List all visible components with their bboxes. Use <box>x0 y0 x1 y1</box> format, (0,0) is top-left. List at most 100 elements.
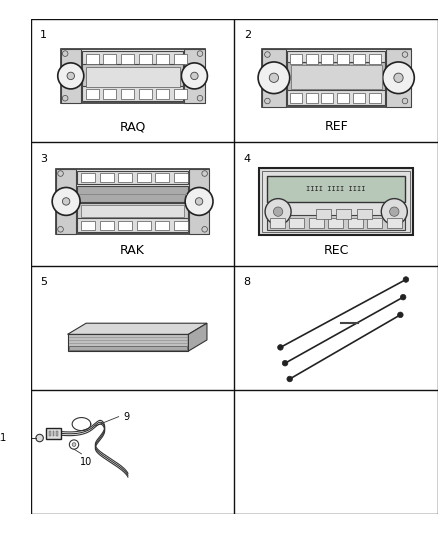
Bar <box>336 209 351 219</box>
Bar <box>290 93 302 103</box>
Bar <box>184 49 205 103</box>
Circle shape <box>278 345 283 350</box>
Bar <box>337 54 349 64</box>
Bar <box>82 86 183 101</box>
Circle shape <box>181 63 208 89</box>
Text: REF: REF <box>324 120 348 133</box>
Text: 2: 2 <box>244 30 251 40</box>
Text: 9: 9 <box>123 411 129 422</box>
Circle shape <box>185 188 213 215</box>
Bar <box>56 169 76 234</box>
Bar <box>156 89 170 99</box>
Bar <box>121 89 134 99</box>
Bar <box>387 218 402 228</box>
Circle shape <box>52 188 80 215</box>
Bar <box>53 431 54 436</box>
Text: 4: 4 <box>244 154 251 164</box>
Bar <box>60 49 205 103</box>
Bar <box>139 54 152 64</box>
Bar <box>270 218 285 228</box>
Circle shape <box>258 62 290 94</box>
Bar <box>137 173 151 182</box>
Circle shape <box>72 443 76 447</box>
Bar <box>369 54 381 64</box>
Circle shape <box>36 434 43 442</box>
Polygon shape <box>188 323 207 351</box>
Bar <box>369 93 381 103</box>
Bar <box>316 209 331 219</box>
Bar <box>118 221 132 230</box>
Bar <box>357 209 371 219</box>
Bar <box>306 93 318 103</box>
Circle shape <box>62 51 68 56</box>
Bar <box>155 173 170 182</box>
Circle shape <box>58 227 64 232</box>
Text: 10: 10 <box>80 457 92 466</box>
Bar <box>309 218 324 228</box>
Circle shape <box>191 72 198 79</box>
Bar <box>386 49 410 107</box>
Bar <box>60 49 81 103</box>
Bar <box>77 218 188 232</box>
Bar <box>287 90 385 104</box>
Circle shape <box>383 62 414 94</box>
Circle shape <box>58 63 84 89</box>
Circle shape <box>202 227 208 232</box>
Bar <box>121 54 134 64</box>
Text: RAQ: RAQ <box>120 120 146 133</box>
Bar <box>81 205 184 217</box>
Circle shape <box>269 73 279 83</box>
Bar <box>103 89 117 99</box>
Circle shape <box>394 73 403 83</box>
Bar <box>46 428 61 439</box>
Circle shape <box>265 199 291 225</box>
Bar <box>174 54 187 64</box>
Circle shape <box>62 198 70 205</box>
Bar <box>118 173 132 182</box>
Bar <box>262 171 410 232</box>
Bar <box>86 67 180 87</box>
Bar <box>99 221 113 230</box>
Text: RAK: RAK <box>120 244 145 257</box>
Bar <box>77 171 188 184</box>
Circle shape <box>381 199 407 225</box>
Bar <box>86 89 99 99</box>
Bar <box>306 54 318 64</box>
Bar <box>353 93 365 103</box>
Text: 3: 3 <box>40 154 47 164</box>
Bar <box>287 62 385 92</box>
Bar <box>57 431 58 436</box>
Circle shape <box>273 207 283 216</box>
Circle shape <box>398 312 403 318</box>
Bar <box>267 215 406 230</box>
Bar <box>82 51 183 66</box>
Bar <box>189 169 209 234</box>
Bar <box>321 93 333 103</box>
Text: 11: 11 <box>0 433 7 443</box>
Bar <box>77 203 188 219</box>
Bar <box>290 54 302 64</box>
Circle shape <box>265 52 270 58</box>
Polygon shape <box>67 323 207 334</box>
Bar <box>287 51 385 66</box>
Circle shape <box>265 98 270 104</box>
Bar <box>156 54 170 64</box>
Bar <box>348 218 363 228</box>
Circle shape <box>390 207 399 216</box>
Bar <box>56 169 209 234</box>
Text: 8: 8 <box>244 277 251 287</box>
Bar <box>353 54 365 64</box>
Circle shape <box>62 95 68 101</box>
Circle shape <box>195 198 203 205</box>
Text: IIII IIII IIII: IIII IIII IIII <box>307 187 366 192</box>
Bar <box>77 185 188 203</box>
Bar <box>289 218 304 228</box>
Bar <box>321 54 333 64</box>
Bar <box>328 218 343 228</box>
Bar <box>69 346 187 350</box>
Bar <box>82 64 183 90</box>
Circle shape <box>400 294 406 300</box>
Bar <box>367 218 382 228</box>
Circle shape <box>402 52 408 58</box>
Circle shape <box>403 277 409 282</box>
